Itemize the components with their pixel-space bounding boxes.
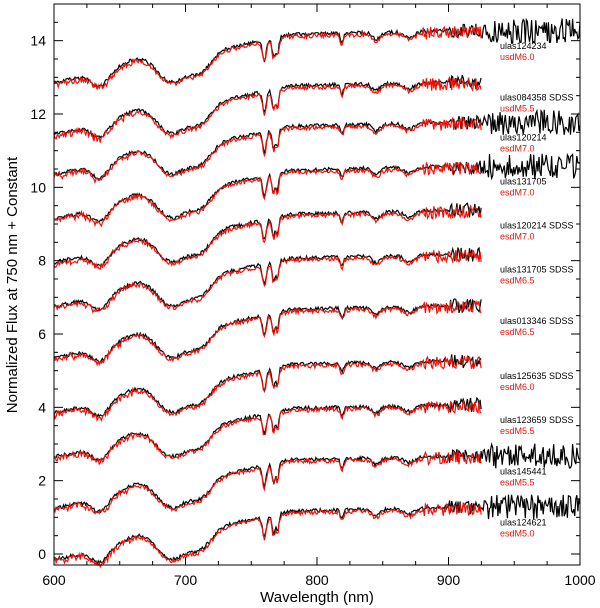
object-name-label: ulas013346 SDSS xyxy=(500,316,574,326)
x-tick-label: 600 xyxy=(42,572,66,588)
object-name-label: ulas124234 xyxy=(500,41,547,51)
x-tick-label: 700 xyxy=(174,572,198,588)
template-name-label: esdM7.0 xyxy=(500,232,535,242)
axis-ticks: 600 700 800 900 1000 0 2 4 6 8 10 12 14 xyxy=(30,4,596,588)
template-name-label: esdM5.0 xyxy=(500,529,535,539)
y-tick-label: 2 xyxy=(38,473,46,489)
x-tick-label: 1000 xyxy=(564,572,595,588)
template-spectrum-line xyxy=(53,248,482,314)
object-name-label: ulas120214 SDSS xyxy=(500,221,574,231)
object-name-label: ulas131705 SDSS xyxy=(500,265,574,275)
template-spectrum-line xyxy=(53,354,482,423)
object-name-label: ulas131705 xyxy=(500,177,547,187)
object-spectrum-line xyxy=(53,74,482,139)
y-tick-label: 10 xyxy=(30,179,46,195)
template-spectrum-line xyxy=(53,299,482,367)
template-spectrum-line xyxy=(53,501,482,569)
spectra-curves xyxy=(53,17,581,569)
template-name-label: esdM6.5 xyxy=(500,327,535,337)
template-spectrum-line xyxy=(53,450,482,515)
template-name-label: esdM7.0 xyxy=(500,144,535,154)
template-spectrum-line xyxy=(53,76,482,143)
template-spectrum-line xyxy=(53,400,482,466)
y-tick-label: 6 xyxy=(38,326,46,342)
template-name-label: esdM7.0 xyxy=(500,188,535,198)
template-name-label: usdM6.0 xyxy=(500,52,535,62)
template-spectrum-line xyxy=(53,24,482,90)
object-name-label: ulas125635 SDSS xyxy=(500,371,574,381)
object-spectrum-line xyxy=(53,108,581,180)
object-spectrum-line xyxy=(53,17,581,88)
x-tick-label: 900 xyxy=(437,572,461,588)
object-name-label: ulas120214 xyxy=(500,133,547,143)
object-spectrum-line xyxy=(53,298,482,364)
object-name-label: ulas084358 SDSS xyxy=(500,92,574,102)
object-name-label: ulas123659 SDSS xyxy=(500,415,574,425)
template-name-label: esdM5.5 xyxy=(500,426,535,436)
y-tick-label: 4 xyxy=(38,399,46,415)
template-spectrum-line xyxy=(53,204,482,270)
object-name-label: ulas145441 xyxy=(500,466,547,476)
template-name-label: esdM6.0 xyxy=(500,382,535,392)
x-tick-label: 800 xyxy=(305,572,329,588)
template-spectrum-line xyxy=(53,161,482,228)
y-tick-label: 0 xyxy=(38,546,46,562)
y-axis-label: Normalized Flux at 750 nm + Constant xyxy=(4,156,21,413)
y-tick-label: 14 xyxy=(30,33,46,49)
object-spectrum-line xyxy=(53,442,581,514)
template-name-label: usdM5.5 xyxy=(500,103,535,113)
template-name-label: esdM6.5 xyxy=(500,276,535,286)
template-spectrum-line xyxy=(53,115,482,185)
object-spectrum-line xyxy=(53,246,482,312)
object-spectrum-line xyxy=(53,202,482,267)
object-name-label: ulas124621 xyxy=(500,518,547,528)
y-tick-label: 12 xyxy=(30,106,46,122)
y-tick-label: 8 xyxy=(38,253,46,269)
template-name-label: esdM5.5 xyxy=(500,477,535,487)
x-axis-label: Wavelength (nm) xyxy=(260,589,374,606)
